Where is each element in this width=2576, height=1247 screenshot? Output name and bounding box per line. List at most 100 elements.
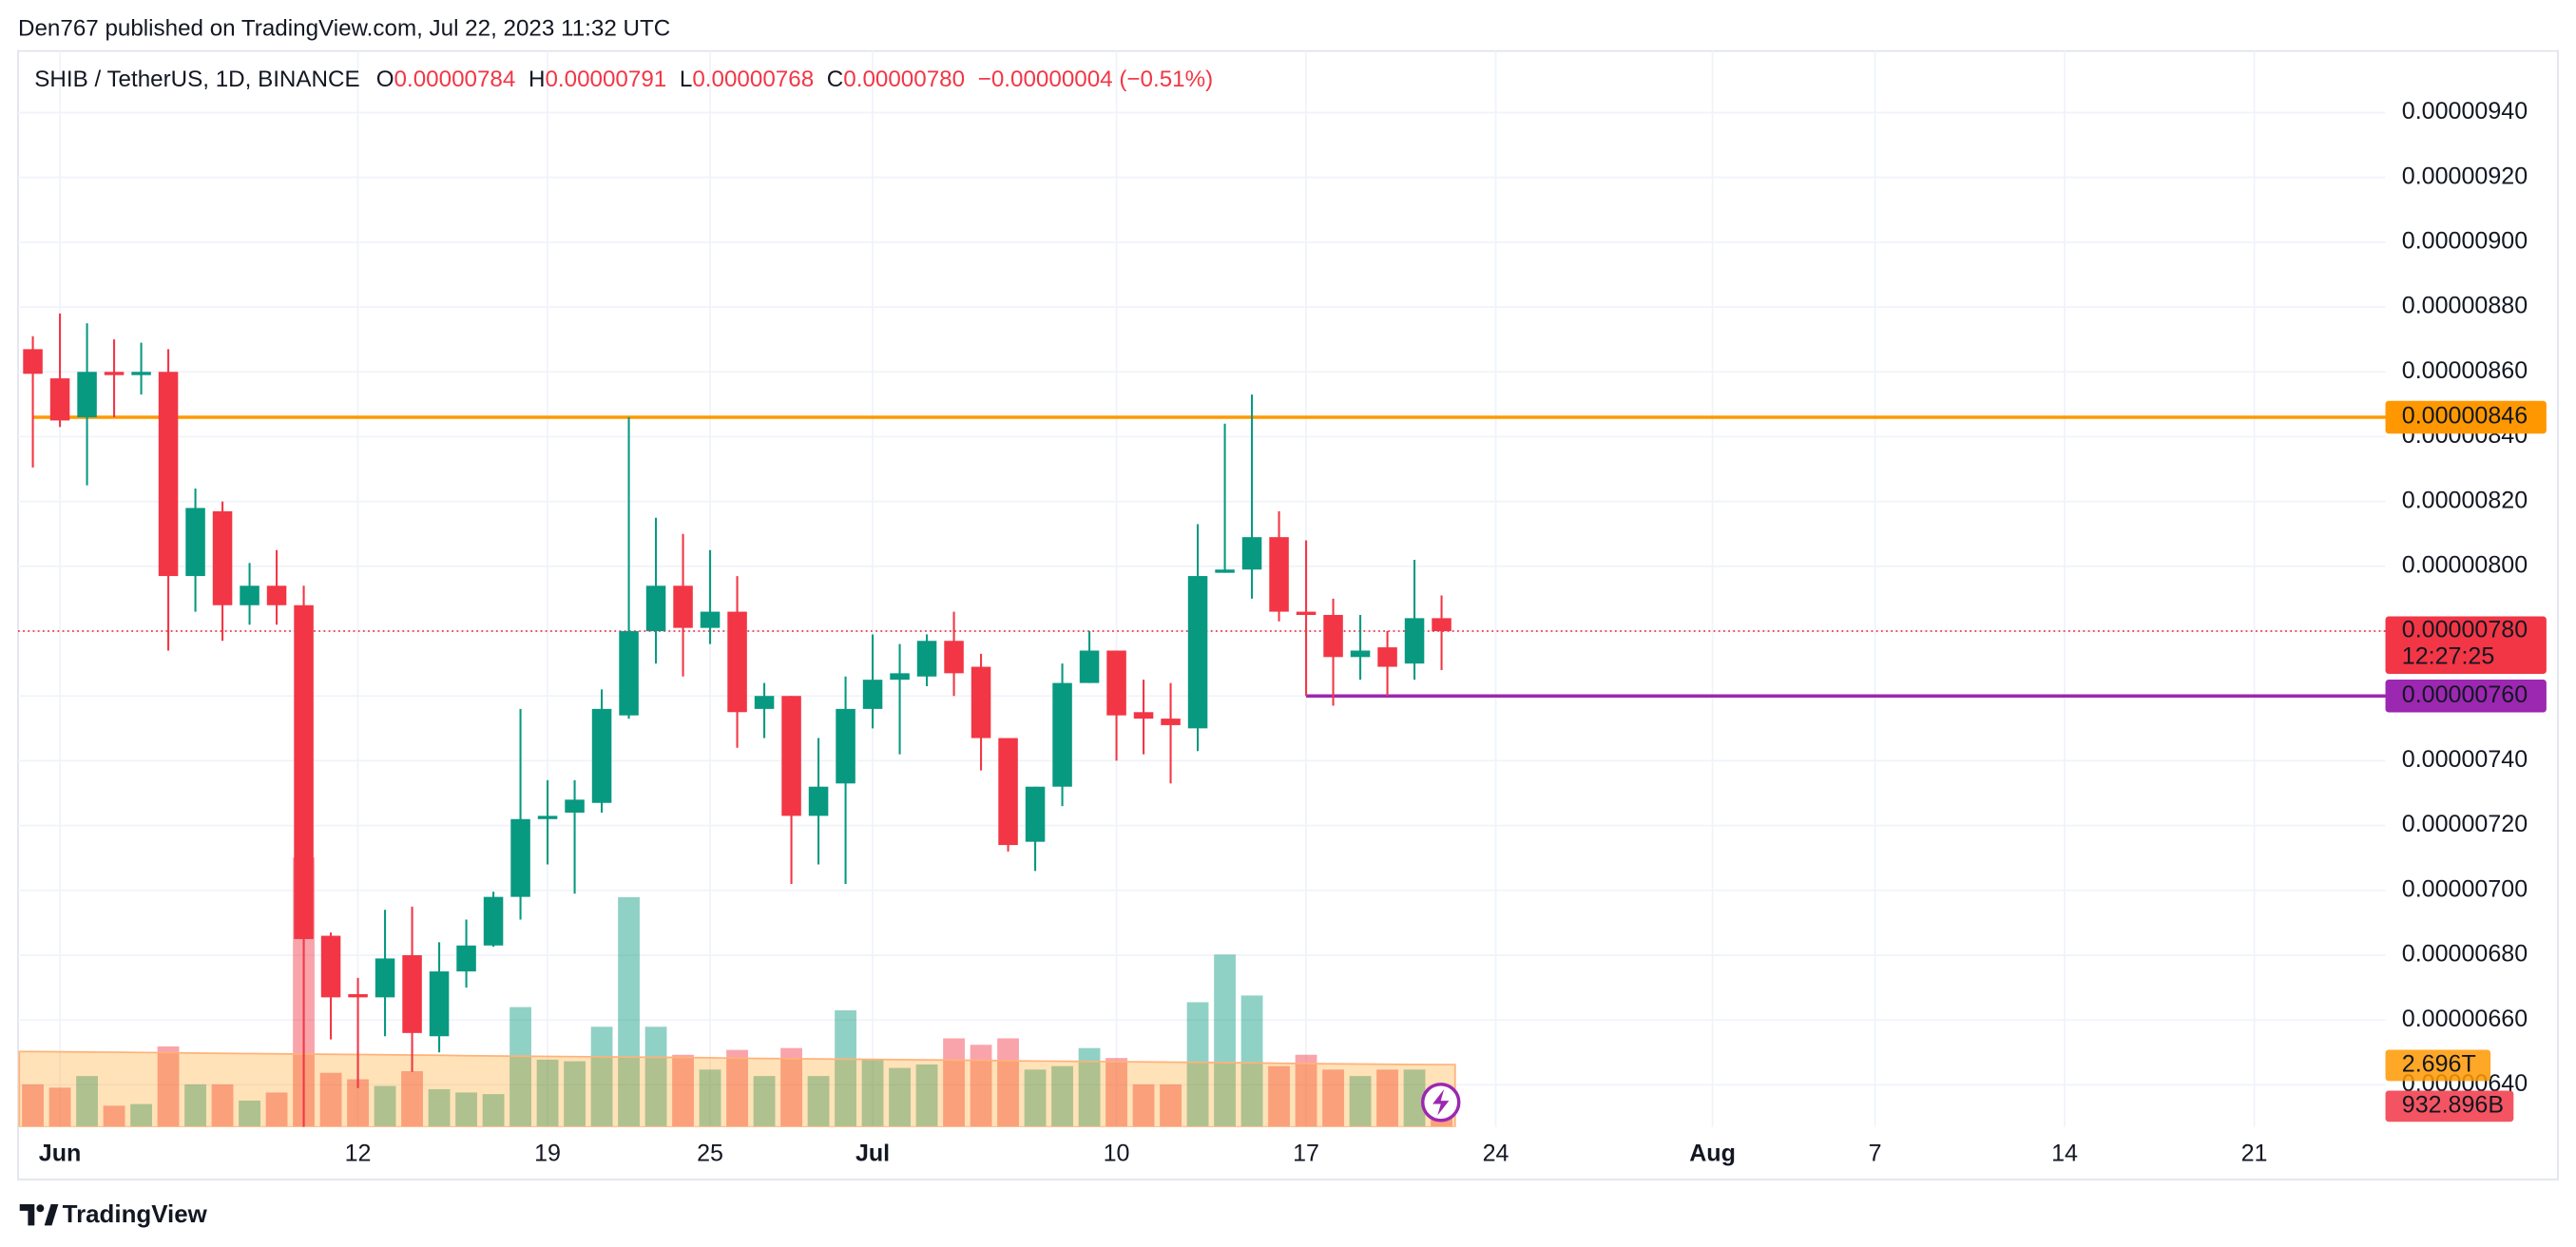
icon-bolt xyxy=(1432,1088,1450,1116)
brand-logo xyxy=(19,1203,59,1226)
candle-body xyxy=(944,641,964,674)
x-tick-label: 14 xyxy=(2051,1141,2078,1167)
volume-bar xyxy=(347,1079,369,1127)
legend-symbol: SHIB / TetherUS, 1D, BINANCE xyxy=(34,67,359,92)
y-tick-label: 0.00000800 xyxy=(2402,551,2528,578)
volume-bar xyxy=(726,1049,748,1127)
candle-body xyxy=(510,818,530,897)
volume-bar xyxy=(618,896,640,1127)
candle-body xyxy=(348,993,368,998)
legend-value: 0.00000791 xyxy=(545,67,666,92)
candle-body xyxy=(104,372,125,375)
candle-body xyxy=(1133,712,1154,719)
candle-body xyxy=(591,708,612,803)
legend-value: 0.00000768 xyxy=(692,67,814,92)
volume-bar xyxy=(1078,1047,1101,1127)
candle-body xyxy=(320,935,341,998)
volume-bar xyxy=(644,1026,667,1127)
candle-body xyxy=(429,971,450,1037)
volume-bar xyxy=(482,1094,505,1127)
volume-bar xyxy=(672,1054,694,1127)
volume-bar xyxy=(699,1069,721,1127)
candle-body xyxy=(1404,618,1425,664)
candle-body xyxy=(619,631,639,716)
candle-body xyxy=(1296,611,1317,615)
volume-bar xyxy=(1268,1065,1290,1127)
candle-body xyxy=(185,508,205,577)
candle-body xyxy=(1025,786,1046,842)
candle-body xyxy=(294,604,314,939)
volume-bar xyxy=(48,1087,71,1127)
candle-body xyxy=(971,666,991,739)
volume-bar xyxy=(753,1076,776,1127)
y-tick-label: 0.00000880 xyxy=(2402,293,2528,319)
volume-bar xyxy=(1349,1076,1372,1127)
volume-bar xyxy=(401,1071,423,1127)
candle-body xyxy=(158,372,179,577)
volume-bar xyxy=(1214,954,1236,1127)
volume-bar xyxy=(835,1009,856,1127)
candle-body xyxy=(1269,537,1289,612)
price-axis: 0.00000940 0.00000920 0.00000900 0.00000880… xyxy=(39,98,2547,1167)
candle-body xyxy=(1187,576,1208,729)
volume-bar xyxy=(130,1103,152,1127)
y-tick-label: 0.00000940 xyxy=(2402,98,2528,125)
x-tick-label: 7 xyxy=(1869,1141,1882,1167)
volume-ma-area xyxy=(18,1050,1456,1127)
volume-bar xyxy=(1024,1069,1047,1127)
x-tick-label: 21 xyxy=(2241,1141,2268,1167)
candle-body xyxy=(645,585,666,632)
logo-dot xyxy=(36,1204,45,1213)
volume-bar xyxy=(536,1059,559,1127)
candle-body xyxy=(537,815,558,819)
volume-bar xyxy=(455,1092,477,1127)
volume-box xyxy=(2385,1090,2514,1122)
volume-bar xyxy=(265,1092,288,1127)
level-label: 0.00000760 xyxy=(2402,681,2528,708)
volume-bar xyxy=(103,1105,125,1127)
y-tick-label: 0.00000700 xyxy=(2402,875,2528,902)
candle-body xyxy=(862,680,883,709)
x-tick-label: 24 xyxy=(1483,1141,1509,1167)
legend-key: O xyxy=(376,67,394,92)
brand: TradingView xyxy=(63,1201,208,1228)
volume-bar xyxy=(374,1085,396,1127)
candle-body xyxy=(1350,650,1371,658)
candle-body xyxy=(1106,650,1126,716)
volume-bar xyxy=(1295,1054,1317,1127)
volume-bar xyxy=(1186,1002,1209,1127)
volume-bar xyxy=(1376,1069,1398,1127)
candle-body xyxy=(781,696,801,816)
candle-body xyxy=(402,955,422,1033)
candle-body xyxy=(1323,614,1343,658)
candle-body xyxy=(700,611,721,628)
volume-bar xyxy=(807,1076,830,1127)
candle-body xyxy=(456,945,476,972)
candle-body xyxy=(375,958,395,998)
candle-body xyxy=(1377,647,1397,667)
countdown-label: 12:27:25 xyxy=(2402,643,2495,669)
candle-body xyxy=(1215,569,1235,573)
replay-icon[interactable] xyxy=(1420,1083,1461,1122)
volume-bar xyxy=(211,1084,234,1127)
volume-bar xyxy=(1105,1058,1127,1127)
x-tick-label: 10 xyxy=(1104,1141,1130,1167)
level-box xyxy=(2385,400,2547,434)
candle-body xyxy=(890,673,910,681)
volume-bar xyxy=(915,1064,938,1127)
volume-bar xyxy=(970,1045,992,1127)
volume-bar xyxy=(1160,1084,1182,1127)
volume-bar xyxy=(319,1072,342,1127)
candle-body xyxy=(131,372,151,375)
candle-body xyxy=(1241,537,1262,570)
legend-key: C xyxy=(827,67,843,92)
candle-body xyxy=(23,349,43,374)
volume-ma-label: 2.696T xyxy=(2402,1051,2476,1078)
legend: SHIB / TetherUS, 1D, BINANCE O0.00000784… xyxy=(34,67,1213,92)
logo-mark xyxy=(44,1203,59,1226)
candle-body xyxy=(916,641,937,677)
candle-body xyxy=(754,696,775,709)
volume-bar xyxy=(157,1046,180,1127)
